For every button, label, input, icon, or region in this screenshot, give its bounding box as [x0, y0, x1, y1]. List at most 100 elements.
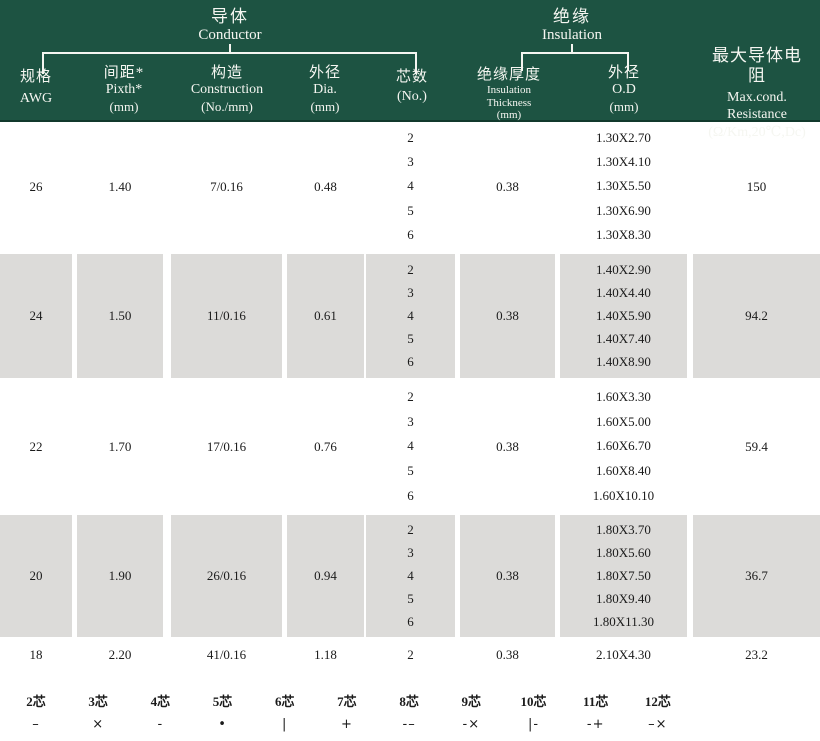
- awg-value: 22: [0, 381, 72, 512]
- col-header-thickness-en1: Insulation: [486, 84, 531, 96]
- dia-text: 0.48: [314, 178, 337, 194]
- awg-text: 18: [29, 646, 43, 662]
- col-header-resistance-en2: Resistance: [727, 107, 787, 123]
- construction-value: 7/0.16: [171, 122, 282, 251]
- legend-item-5core: 5芯 •: [201, 691, 245, 732]
- thickness-value: 0.38: [460, 254, 555, 378]
- od-value: 1.60X6.70: [596, 438, 651, 454]
- conductor-group-title: 导体 Conductor: [198, 7, 261, 44]
- dia-text: 0.76: [314, 438, 337, 454]
- col-header-resistance: 最大导体电阻 Max.cond. Resistance (Ω/Km,20℃,Dc…: [708, 46, 806, 141]
- legend-label: 8芯: [399, 694, 419, 709]
- legend-symbol: -×: [462, 717, 481, 732]
- legend-symbol: |-: [527, 717, 540, 732]
- od-value: 1.60X3.30: [596, 389, 651, 405]
- pitch-value: 1.50: [77, 254, 163, 378]
- construction-text: 7/0.16: [210, 178, 243, 194]
- legend-item-12core: 12芯 –×: [636, 691, 680, 732]
- col-header-resistance-en1: Max.cond.: [727, 89, 787, 105]
- construction-text: 17/0.16: [206, 438, 247, 454]
- table-group-awg20: 20 1.90 26/0.16 0.94 2 3 4 5 6 0.38 1.80…: [0, 512, 820, 640]
- core-count: 5: [407, 463, 414, 479]
- construction-value: 26/0.16: [171, 515, 282, 637]
- col-header-cores-zh: 芯数: [395, 69, 429, 85]
- od-value: 1.30X2.70: [596, 130, 651, 146]
- core-count: 6: [407, 487, 414, 503]
- od-list: 2.10X4.30: [560, 640, 687, 669]
- pitch-text: 1.50: [108, 308, 132, 323]
- table-group-awg24: 24 1.50 11/0.16 0.61 2 3 4 5 6 0.38 1.40…: [0, 251, 820, 381]
- legend-symbol: -–: [402, 717, 416, 732]
- od-value: 1.80X3.70: [596, 522, 651, 538]
- core-count: 6: [407, 613, 414, 629]
- conductor-bracket: [42, 52, 417, 74]
- legend-item-9core: 9芯 -×: [449, 691, 493, 732]
- thickness-text: 0.38: [496, 568, 519, 583]
- legend-label: 9芯: [461, 694, 482, 709]
- legend-symbol: –: [32, 717, 40, 732]
- legend-item-10core: 10芯 |-: [512, 691, 556, 732]
- core-count: 6: [407, 354, 414, 370]
- legend-label: 12芯: [644, 694, 671, 709]
- col-header-dia-unit: (mm): [310, 98, 340, 114]
- col-header-od-zh: 外径: [607, 65, 641, 81]
- od-value: 1.80X5.60: [596, 545, 651, 561]
- od-value: 1.40X7.40: [596, 331, 651, 347]
- resistance-value: 150: [693, 122, 820, 251]
- pitch-text: 1.40: [108, 178, 132, 194]
- construction-text: 26/0.16: [206, 568, 247, 583]
- col-header-dia: 外径 Dia. (mm): [309, 64, 341, 114]
- resistance-value: 23.2: [693, 640, 820, 669]
- legend-symbol: +: [340, 717, 353, 732]
- construction-text: 11/0.16: [207, 308, 246, 323]
- od-list: 1.80X3.70 1.80X5.60 1.80X7.50 1.80X9.40 …: [560, 515, 687, 637]
- resistance-text: 23.2: [745, 646, 768, 662]
- core-symbol-legend: 2芯 – 3芯 × 4芯 - 5芯 • 6芯 | 7芯 +: [0, 669, 820, 741]
- col-header-cores: 芯数 (No.): [396, 68, 428, 106]
- col-header-thickness: 绝缘厚度 Insulation Thickness (mm): [477, 66, 541, 122]
- col-header-awg-zh: 规格: [19, 69, 53, 85]
- pitch-value: 1.90: [77, 515, 163, 637]
- col-header-awg: 规格 AWG: [20, 68, 52, 108]
- legend-item-3core: 3芯 ×: [76, 691, 120, 732]
- core-count: 6: [407, 226, 414, 242]
- od-value: 1.30X6.90: [596, 202, 651, 218]
- legend-label: 3芯: [88, 694, 108, 709]
- legend-label: 7芯: [337, 694, 357, 709]
- conductor-group-title-en: Conductor: [198, 26, 262, 43]
- thickness-value: 0.38: [460, 515, 555, 637]
- cores-list: 2 3 4 5 6: [366, 381, 455, 512]
- insulation-group-title-zh: 绝缘: [553, 7, 591, 26]
- col-header-pitch-zh: 间距*: [103, 65, 145, 81]
- od-value: 1.80X7.50: [596, 567, 651, 583]
- core-count: 5: [407, 331, 414, 347]
- core-count: 5: [407, 202, 414, 218]
- core-count: 2: [407, 261, 414, 277]
- col-header-od-unit: (mm): [609, 98, 639, 114]
- construction-text: 41/0.16: [206, 646, 247, 662]
- cores-list: 2 3 4 5 6: [366, 254, 455, 378]
- pitch-value: 1.70: [77, 381, 163, 512]
- awg-text: 20: [29, 568, 43, 583]
- table-group-awg26: 26 1.40 7/0.16 0.48 2 3 4 5 6 0.38 1.30X…: [0, 122, 820, 251]
- legend-symbol: ×: [92, 717, 105, 732]
- od-value: 1.80X11.30: [593, 613, 654, 629]
- thickness-text: 0.38: [496, 438, 519, 454]
- od-value: 1.30X8.30: [596, 226, 651, 242]
- col-header-pitch-unit: (mm): [109, 98, 139, 114]
- col-header-construction: 构造 Construction (No./mm): [191, 64, 263, 114]
- od-value: 1.40X4.40: [596, 284, 651, 300]
- construction-value: 41/0.16: [171, 640, 282, 669]
- od-value: 1.30X5.50: [596, 178, 651, 194]
- col-header-thickness-zh: 绝缘厚度: [476, 67, 542, 83]
- od-value: 1.30X4.10: [596, 154, 651, 170]
- col-header-awg-en: AWG: [19, 91, 53, 106]
- col-header-thickness-en2: Thickness: [486, 96, 532, 109]
- od-value: 1.80X9.40: [596, 590, 651, 606]
- col-header-thickness-unit: (mm): [496, 109, 522, 122]
- legend-label: 10芯: [520, 694, 547, 709]
- col-header-dia-zh: 外径: [308, 65, 342, 81]
- cores-list: 2: [366, 640, 455, 669]
- od-value: 1.40X8.90: [596, 354, 651, 370]
- construction-value: 17/0.16: [171, 381, 282, 512]
